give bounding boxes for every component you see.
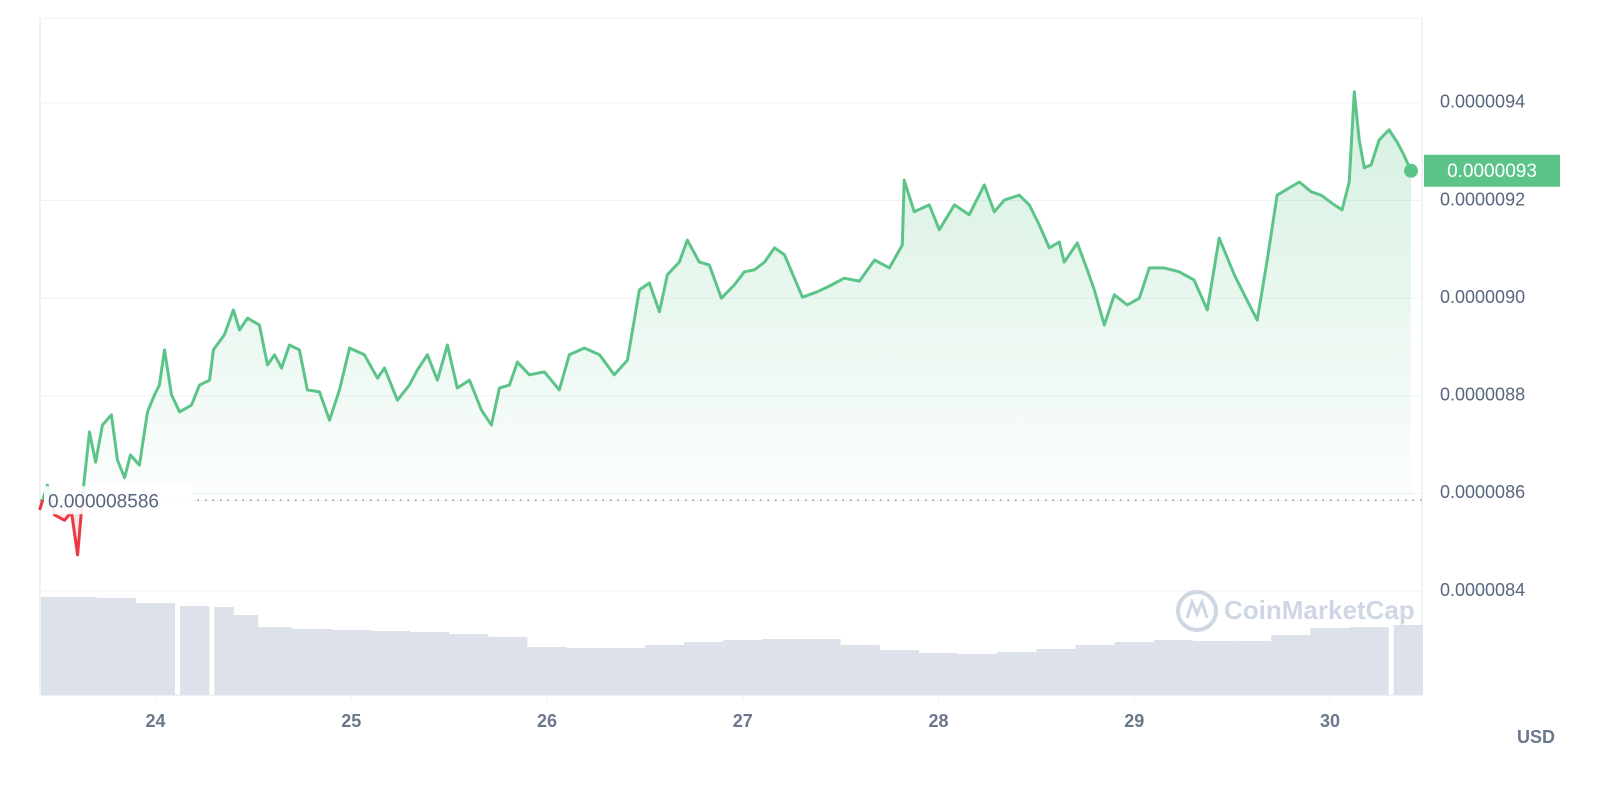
volume-bar xyxy=(1075,645,1115,695)
volume-bar xyxy=(840,645,880,695)
volume-bar xyxy=(292,629,332,695)
volume-bar xyxy=(605,648,645,695)
last-point xyxy=(1404,163,1419,178)
y-tick-label: 0.0000088 xyxy=(1440,385,1525,405)
volume-bar xyxy=(370,631,410,695)
volume-bar xyxy=(1393,625,1423,695)
volume-bar xyxy=(1192,641,1233,695)
volume-bar xyxy=(684,642,724,695)
volume-bar xyxy=(958,654,998,695)
volume-bar xyxy=(449,634,489,695)
volume-bar xyxy=(1271,635,1311,695)
baseline-label-box xyxy=(44,486,192,515)
y-tick-label: 0.0000084 xyxy=(1440,580,1525,600)
y-tick-label: 0.0000090 xyxy=(1440,287,1525,307)
watermark: CoinMarketCap xyxy=(1224,595,1415,625)
watermark-logo xyxy=(1176,590,1218,632)
volume-bar xyxy=(228,615,259,695)
volume-bar xyxy=(331,630,371,695)
price-label: 0.0000093 xyxy=(1447,161,1537,182)
volume-bar xyxy=(1153,640,1193,695)
y-tick-label: 0.0000092 xyxy=(1440,189,1525,209)
x-tick-label: 25 xyxy=(341,711,361,731)
volume-bar xyxy=(644,645,685,695)
y-tick-label: 0.0000086 xyxy=(1440,482,1525,502)
volume-bar xyxy=(57,597,97,695)
currency-label: USD xyxy=(1517,727,1555,747)
volume-bar xyxy=(801,639,841,695)
x-tick-label: 24 xyxy=(145,711,165,731)
volume-bar xyxy=(488,637,528,695)
x-tick-label: 30 xyxy=(1320,711,1340,731)
volume-bar xyxy=(762,639,802,695)
volume-bar xyxy=(179,606,210,695)
watermark-logo xyxy=(1185,597,1209,619)
volume-bar xyxy=(1114,642,1154,695)
baseline-label: 0.000008586 xyxy=(48,491,159,512)
volume-bar xyxy=(527,647,567,695)
volume-bar xyxy=(566,648,606,695)
volume-bar xyxy=(997,652,1037,695)
price-label-box xyxy=(1424,154,1560,187)
x-tick-label: 29 xyxy=(1124,711,1144,731)
volume-bar xyxy=(409,632,450,695)
volume-bar xyxy=(1349,627,1389,695)
y-tick-label: 0.0000094 xyxy=(1440,92,1525,112)
volume-bar xyxy=(879,650,919,695)
x-tick-label: 27 xyxy=(733,711,753,731)
volume-bar xyxy=(135,603,176,695)
volume-bar xyxy=(1310,628,1350,695)
volume-bar xyxy=(96,598,136,695)
volume-bar xyxy=(918,653,959,695)
volume-bar xyxy=(1036,649,1076,695)
x-tick-label: 26 xyxy=(537,711,557,731)
volume-bar xyxy=(1232,641,1272,695)
volume-bar xyxy=(253,627,293,695)
volume-bar xyxy=(723,640,763,695)
x-tick-label: 28 xyxy=(928,711,948,731)
price-line xyxy=(38,90,1413,557)
price-area xyxy=(39,91,1412,555)
